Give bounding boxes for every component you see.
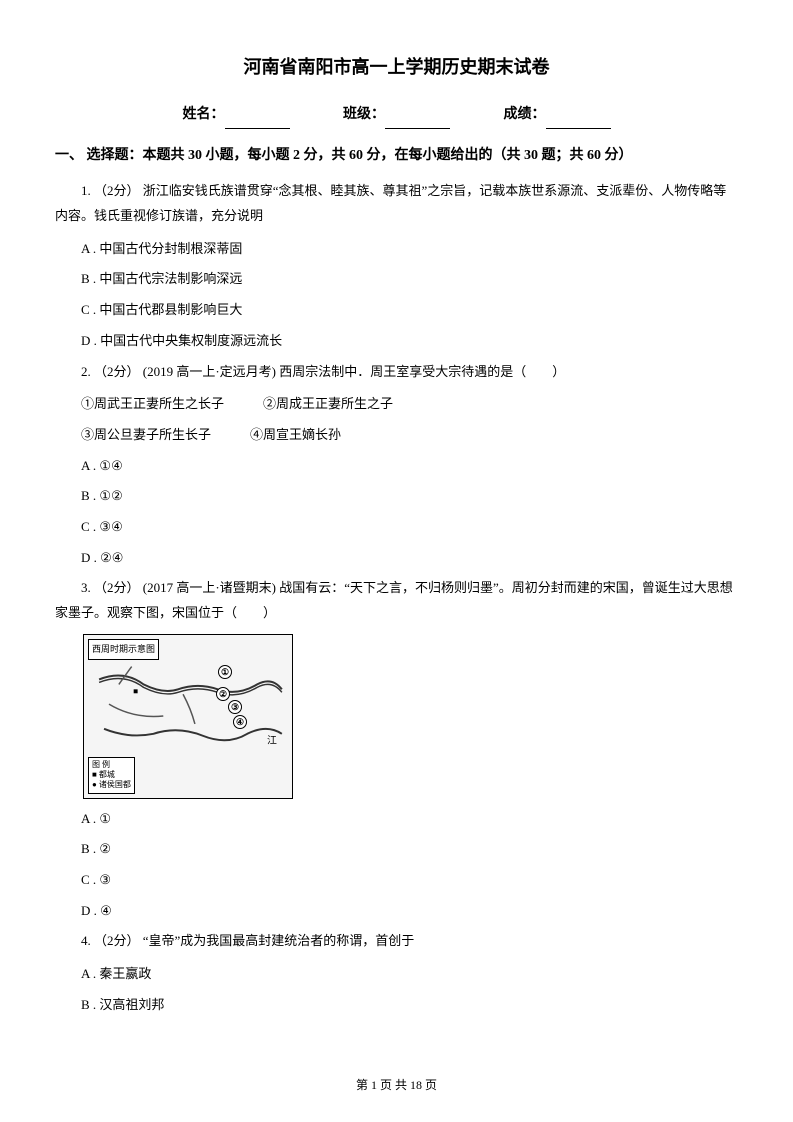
q3-option-b: B . ② (55, 837, 738, 862)
question-2-text: 2. （2分） (2019 高一上·定远月考) 西周宗法制中．周王室享受大宗待遇… (55, 360, 738, 385)
legend-item-2: ● 诸侯国都 (92, 780, 131, 790)
page-footer: 第 1 页 共 18 页 (0, 1074, 793, 1097)
map-marker-4: ④ (233, 715, 247, 729)
q3-option-d: D . ④ (55, 899, 738, 924)
question-1-text: 1. （2分） 浙江临安钱氏族谱贯穿“念其根、睦其族、尊其祖”之宗旨，记载本族世… (55, 179, 738, 228)
class-blank (385, 113, 450, 129)
map-legend: 图 例 ■ 都城 ● 诸侯国都 (88, 757, 135, 794)
q2-sub1: ①周武王正妻所生之长子 ②周成王正妻所生之子 (55, 392, 738, 417)
map-marker-2: ② (216, 687, 230, 701)
question-3-text: 3. （2分） (2017 高一上·诸暨期末) 战国有云：“天下之言，不归杨则归… (55, 576, 738, 625)
q2-option-a: A . ①④ (55, 454, 738, 479)
legend-item-1: ■ 都城 (92, 770, 131, 780)
student-info-line: 姓名： 班级： 成绩： (55, 102, 738, 129)
section-header: 一、 选择题：本题共 30 小题，每小题 2 分，共 60 分，在每小题给出的（… (55, 143, 738, 170)
name-blank (225, 113, 290, 129)
q4-option-a: A . 秦王嬴政 (55, 962, 738, 987)
q3-option-c: C . ③ (55, 868, 738, 893)
name-label: 姓名： (183, 102, 225, 129)
class-label: 班级： (343, 102, 385, 129)
svg-text:江: 江 (267, 734, 277, 746)
q4-option-b: B . 汉高祖刘邦 (55, 993, 738, 1018)
q1-option-c: C . 中国古代郡县制影响巨大 (55, 298, 738, 323)
q2-option-d: D . ②④ (55, 546, 738, 571)
q2-option-b: B . ①② (55, 484, 738, 509)
q1-option-b: B . 中国古代宗法制影响深远 (55, 267, 738, 292)
q2-option-c: C . ③④ (55, 515, 738, 540)
score-blank (546, 113, 611, 129)
q1-option-a: A . 中国古代分封制根深蒂固 (55, 237, 738, 262)
map-marker-1: ① (218, 665, 232, 679)
section-text: 选择题：本题共 30 小题，每小题 2 分，共 60 分，在每小题给出的（共 3… (87, 148, 633, 163)
legend-title: 图 例 (92, 760, 131, 770)
map-image: 西周时期示意图 江 ① ② ③ ④ 图 例 ■ 都城 ● 诸侯国都 (83, 634, 293, 799)
question-4-text: 4. （2分） “皇帝”成为我国最高封建统治者的称谓，首创于 (55, 929, 738, 954)
q2-sub2: ③周公旦妻子所生长子 ④周宣王嫡长孙 (55, 423, 738, 448)
score-label: 成绩： (504, 102, 546, 129)
map-marker-3: ③ (228, 700, 242, 714)
section-prefix: 一、 (55, 148, 83, 163)
page-title: 河南省南阳市高一上学期历史期末试卷 (55, 50, 738, 84)
q3-option-a: A . ① (55, 807, 738, 832)
q1-option-d: D . 中国古代中央集权制度源远流长 (55, 329, 738, 354)
